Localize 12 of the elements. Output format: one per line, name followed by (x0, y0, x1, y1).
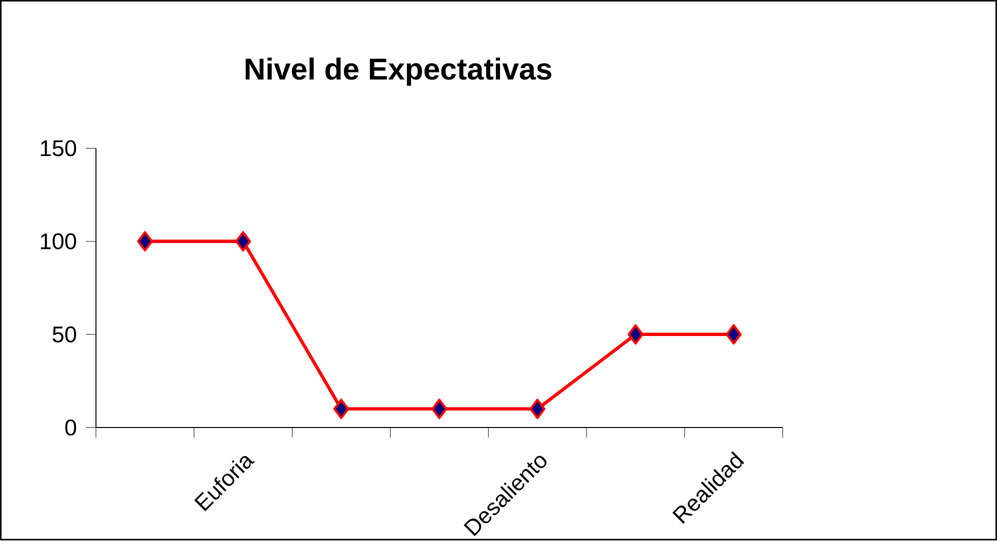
point (137, 230, 153, 252)
point (726, 324, 742, 344)
y-tick-label: 0 (65, 419, 76, 436)
point (333, 398, 350, 419)
point (530, 398, 546, 419)
y-tick-label: 100 (40, 233, 76, 250)
chart-title: Nivel de Expectativas (246, 57, 552, 86)
y-tick-label: 50 (52, 326, 76, 342)
point (235, 230, 252, 252)
point (431, 398, 448, 419)
point (628, 324, 644, 344)
y-tick-label: 150 (40, 140, 76, 156)
